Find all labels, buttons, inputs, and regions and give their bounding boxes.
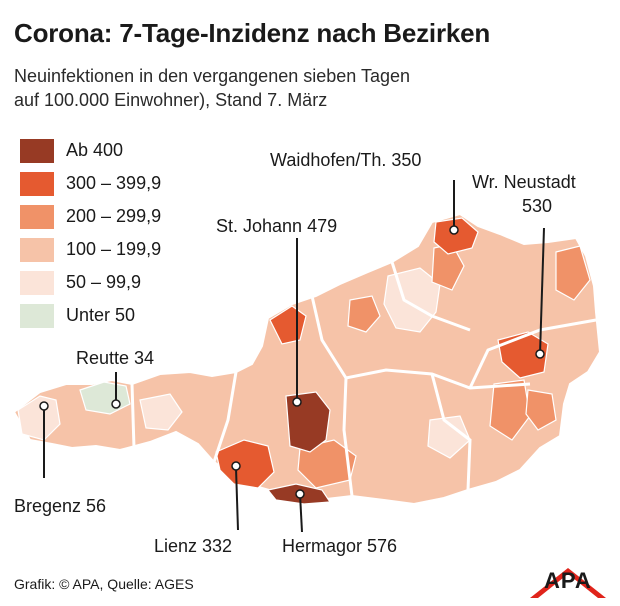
legend-item-100: 100 – 199,9 xyxy=(20,233,161,266)
legend-label: Unter 50 xyxy=(66,305,136,325)
legend-swatch xyxy=(20,270,54,295)
district-waidhofen xyxy=(433,217,479,255)
legend-swatch xyxy=(20,204,54,229)
legend-swatch xyxy=(20,171,54,196)
label-st-johann: St. Johann 479 xyxy=(216,216,338,236)
subtitle-line-2: auf 100.000 Einwohner), Stand 7. März xyxy=(14,90,328,110)
callout-lines xyxy=(43,180,545,533)
apa-logo-icon xyxy=(530,568,606,598)
legend: Ab 400 300 – 399,9 200 – 299,9 100 – 199… xyxy=(20,134,161,332)
legend-item-200: 200 – 299,9 xyxy=(20,200,161,233)
apa-logo-text: APA xyxy=(544,568,592,593)
district-mid-2 xyxy=(489,379,531,441)
label-bregenz: Bregenz 56 xyxy=(14,496,107,516)
legend-label: 200 – 299,9 xyxy=(66,206,162,226)
callout-markers xyxy=(39,225,545,499)
legend-swatch xyxy=(20,237,54,262)
district-east-high xyxy=(497,331,549,379)
district-light-west xyxy=(139,393,183,431)
district-lienz xyxy=(215,439,275,489)
footer-credit: Grafik: © APA, Quelle: AGES xyxy=(14,576,194,592)
label-hermagor: Hermagor 576 xyxy=(282,536,398,556)
district-mid-5 xyxy=(347,295,381,333)
legend-label: 50 – 99,9 xyxy=(66,272,142,292)
label-wr-neustadt-name: Wr. Neustadt xyxy=(472,172,576,192)
legend-item-under-50: Unter 50 xyxy=(20,299,161,332)
district-mid-3 xyxy=(555,245,591,301)
district-light-south xyxy=(427,415,471,459)
label-lienz: Lienz 332 xyxy=(154,536,233,556)
legend-label: 300 – 399,9 xyxy=(66,173,162,193)
legend-item-300: 300 – 399,9 xyxy=(20,167,161,200)
legend-label: Ab 400 xyxy=(66,140,124,160)
label-waidhofen: Waidhofen/Th. 350 xyxy=(270,150,422,170)
subtitle-line-1: Neuinfektionen in den vergangenen sieben… xyxy=(14,66,410,86)
legend-label: 100 – 199,9 xyxy=(66,239,162,259)
district-bregenz xyxy=(17,395,61,441)
subtitle: Neuinfektionen in den vergangenen sieben… xyxy=(14,64,410,112)
label-wr-neustadt-value: 530 xyxy=(522,196,553,216)
district-st-johann xyxy=(285,391,331,453)
legend-item-50: 50 – 99,9 xyxy=(20,266,161,299)
legend-swatch xyxy=(20,138,54,163)
label-reutte: Reutte 34 xyxy=(76,348,155,368)
page-title: Corona: 7-Tage-Inzidenz nach Bezirken xyxy=(14,18,491,48)
legend-swatch xyxy=(20,303,54,328)
legend-item-ab-400: Ab 400 xyxy=(20,134,161,167)
district-mid-6 xyxy=(525,389,557,431)
state-borders xyxy=(130,261,597,497)
